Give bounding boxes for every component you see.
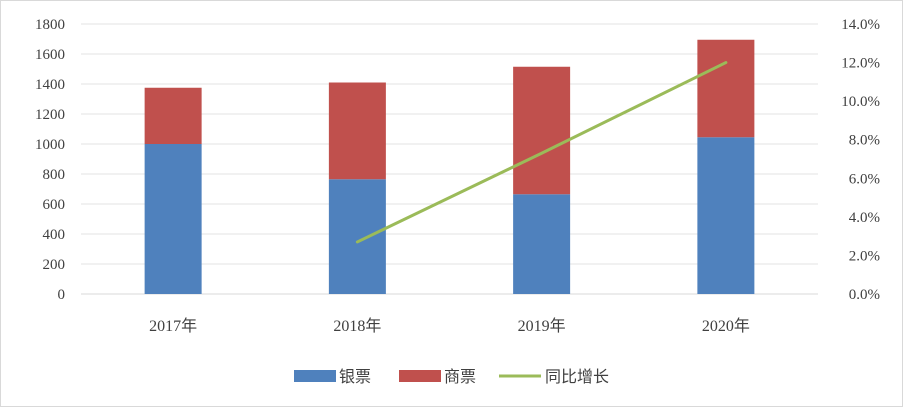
left-tick-label: 800	[43, 167, 66, 183]
right-tick-label: 12.0%	[841, 56, 880, 72]
right-axis-ticks: 0.0% 2.0% 4.0% 6.0% 8.0% 10.0% 12.0% 14.0%	[841, 17, 880, 303]
right-tick-label: 6.0%	[849, 171, 880, 187]
legend-label: 同比增长	[545, 368, 609, 386]
bar-commercial	[513, 67, 570, 195]
legend-swatch	[294, 370, 336, 382]
bar-bank	[329, 179, 386, 294]
left-tick-label: 1200	[35, 107, 65, 123]
bar-bank	[697, 137, 754, 294]
left-tick-label: 200	[43, 257, 66, 273]
bar-commercial	[145, 88, 202, 144]
bar-commercial	[697, 40, 754, 138]
left-tick-label: 1000	[35, 137, 65, 153]
bar-bank	[145, 144, 202, 294]
bar-bank	[513, 194, 570, 294]
legend-swatch	[399, 370, 441, 382]
left-tick-label: 1600	[35, 47, 65, 63]
right-tick-label: 4.0%	[849, 210, 880, 226]
bars-group	[145, 40, 755, 294]
legend-label: 商票	[444, 368, 476, 386]
x-tick-label: 2020年	[702, 317, 750, 335]
left-tick-label: 1400	[35, 77, 65, 93]
left-axis-ticks: 0 200 400 600 800 1000 1200 1400 1600 1800	[35, 17, 65, 303]
right-tick-label: 14.0%	[841, 17, 880, 33]
left-tick-label: 600	[43, 197, 66, 213]
legend: 银票 商票 同比增长	[294, 368, 609, 386]
right-tick-label: 10.0%	[841, 94, 880, 110]
left-tick-label: 1800	[35, 17, 65, 33]
left-tick-label: 0	[58, 287, 66, 303]
left-tick-label: 400	[43, 227, 66, 243]
legend-label: 银票	[339, 368, 371, 386]
bar-commercial	[329, 83, 386, 180]
right-tick-label: 2.0%	[849, 248, 880, 264]
right-tick-label: 8.0%	[849, 133, 880, 149]
x-tick-label: 2019年	[518, 317, 566, 335]
right-tick-label: 0.0%	[849, 287, 880, 303]
x-tick-label: 2017年	[149, 317, 197, 335]
x-tick-label: 2018年	[333, 317, 381, 335]
x-axis-ticks: 2017年 2018年 2019年 2020年	[149, 317, 750, 335]
